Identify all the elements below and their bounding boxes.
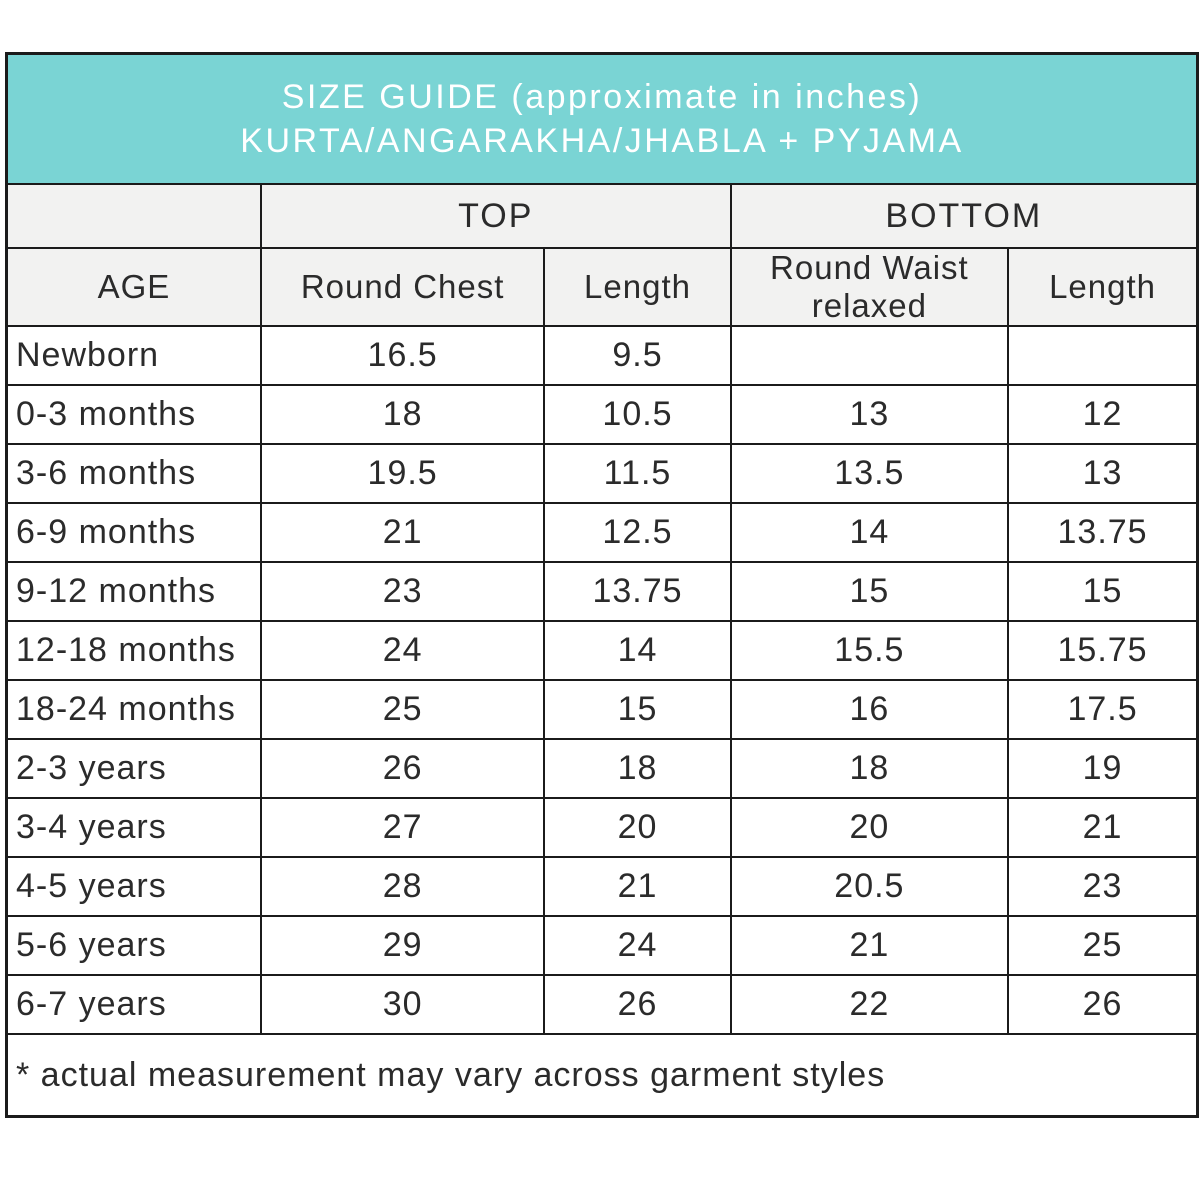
table-row: 0-3 months 18 10.5 13 12 xyxy=(5,384,1199,445)
round-waist-cell: 13.5 xyxy=(729,443,1010,504)
title-line-2: KURTA/ANGARAKHA/JHABLA + PYJAMA xyxy=(240,122,964,160)
top-length-cell: 13.75 xyxy=(543,561,732,622)
footnote-row: * actual measurement may vary across gar… xyxy=(5,1033,1199,1118)
age-cell: 6-9 months xyxy=(5,502,262,563)
age-cell: 2-3 years xyxy=(5,738,262,799)
bottom-length-cell: 17.5 xyxy=(1007,679,1199,740)
round-waist-cell: 13 xyxy=(729,384,1010,445)
bottom-length-cell xyxy=(1007,325,1199,386)
age-cell: 0-3 months xyxy=(5,384,262,445)
size-guide: SIZE GUIDE (approximate in inches) KURTA… xyxy=(5,52,1199,1118)
round-waist-cell: 15 xyxy=(729,561,1010,622)
bottom-length-cell: 15 xyxy=(1007,561,1199,622)
round-chest-cell: 30 xyxy=(259,974,546,1035)
round-chest-cell: 27 xyxy=(259,797,546,858)
top-length-cell: 18 xyxy=(543,738,732,799)
round-waist-cell xyxy=(729,325,1010,386)
column-header-round-chest: Round Chest xyxy=(259,247,546,327)
round-waist-cell: 16 xyxy=(729,679,1010,740)
age-cell: 3-4 years xyxy=(5,797,262,858)
round-chest-cell: 28 xyxy=(259,856,546,917)
top-length-cell: 12.5 xyxy=(543,502,732,563)
top-length-cell: 14 xyxy=(543,620,732,681)
age-cell: 6-7 years xyxy=(5,974,262,1035)
table-row: 12-18 months 24 14 15.5 15.75 xyxy=(5,620,1199,681)
column-header-top-length: Length xyxy=(543,247,732,327)
title-banner: SIZE GUIDE (approximate in inches) KURTA… xyxy=(5,52,1199,185)
top-length-cell: 15 xyxy=(543,679,732,740)
column-header-round-waist: Round Waist relaxed xyxy=(729,247,1010,327)
table-row: 3-4 years 27 20 20 21 xyxy=(5,797,1199,858)
top-length-cell: 20 xyxy=(543,797,732,858)
title-line-1: SIZE GUIDE (approximate in inches) xyxy=(281,78,923,116)
round-chest-cell: 21 xyxy=(259,502,546,563)
round-chest-cell: 25 xyxy=(259,679,546,740)
round-waist-cell: 22 xyxy=(729,974,1010,1035)
bottom-length-cell: 15.75 xyxy=(1007,620,1199,681)
age-cell: 5-6 years xyxy=(5,915,262,976)
round-chest-cell: 18 xyxy=(259,384,546,445)
table-row: 2-3 years 26 18 18 19 xyxy=(5,738,1199,799)
column-header-bottom-length: Length xyxy=(1007,247,1199,327)
top-length-cell: 10.5 xyxy=(543,384,732,445)
bottom-length-cell: 23 xyxy=(1007,856,1199,917)
group-header-top: TOP xyxy=(259,183,732,249)
top-length-cell: 21 xyxy=(543,856,732,917)
round-chest-cell: 29 xyxy=(259,915,546,976)
title-row: SIZE GUIDE (approximate in inches) KURTA… xyxy=(5,52,1199,185)
top-length-cell: 11.5 xyxy=(543,443,732,504)
round-chest-cell: 19.5 xyxy=(259,443,546,504)
bottom-length-cell: 13 xyxy=(1007,443,1199,504)
round-waist-cell: 20.5 xyxy=(729,856,1010,917)
bottom-length-cell: 26 xyxy=(1007,974,1199,1035)
table-row: 6-7 years 30 26 22 26 xyxy=(5,974,1199,1035)
round-chest-cell: 26 xyxy=(259,738,546,799)
age-cell: Newborn xyxy=(5,325,262,386)
age-cell: 18-24 months xyxy=(5,679,262,740)
group-header-bottom: BOTTOM xyxy=(729,183,1199,249)
table-row: 3-6 months 19.5 11.5 13.5 13 xyxy=(5,443,1199,504)
table-row: 5-6 years 29 24 21 25 xyxy=(5,915,1199,976)
table-row: Newborn 16.5 9.5 xyxy=(5,325,1199,386)
age-cell: 3-6 months xyxy=(5,443,262,504)
top-length-cell: 9.5 xyxy=(543,325,732,386)
round-waist-cell: 15.5 xyxy=(729,620,1010,681)
round-chest-cell: 16.5 xyxy=(259,325,546,386)
group-header-empty-cell xyxy=(5,183,262,249)
top-length-cell: 24 xyxy=(543,915,732,976)
top-length-cell: 26 xyxy=(543,974,732,1035)
table-row: 18-24 months 25 15 16 17.5 xyxy=(5,679,1199,740)
column-header-round-waist-label: Round Waist relaxed xyxy=(770,249,969,324)
bottom-length-cell: 21 xyxy=(1007,797,1199,858)
bottom-length-cell: 19 xyxy=(1007,738,1199,799)
column-header-age: AGE xyxy=(5,247,262,327)
column-header-row: AGE Round Chest Length Round Waist relax… xyxy=(5,247,1199,327)
age-cell: 4-5 years xyxy=(5,856,262,917)
group-header-row: TOP BOTTOM xyxy=(5,183,1199,249)
round-waist-cell: 21 xyxy=(729,915,1010,976)
bottom-length-cell: 13.75 xyxy=(1007,502,1199,563)
round-waist-cell: 14 xyxy=(729,502,1010,563)
age-cell: 9-12 months xyxy=(5,561,262,622)
round-chest-cell: 23 xyxy=(259,561,546,622)
bottom-length-cell: 12 xyxy=(1007,384,1199,445)
bottom-length-cell: 25 xyxy=(1007,915,1199,976)
table-row: 4-5 years 28 21 20.5 23 xyxy=(5,856,1199,917)
table-row: 6-9 months 21 12.5 14 13.75 xyxy=(5,502,1199,563)
round-waist-cell: 18 xyxy=(729,738,1010,799)
round-chest-cell: 24 xyxy=(259,620,546,681)
size-guide-table: SIZE GUIDE (approximate in inches) KURTA… xyxy=(5,52,1199,1118)
footnote: * actual measurement may vary across gar… xyxy=(5,1033,1199,1118)
round-waist-cell: 20 xyxy=(729,797,1010,858)
table-row: 9-12 months 23 13.75 15 15 xyxy=(5,561,1199,622)
age-cell: 12-18 months xyxy=(5,620,262,681)
